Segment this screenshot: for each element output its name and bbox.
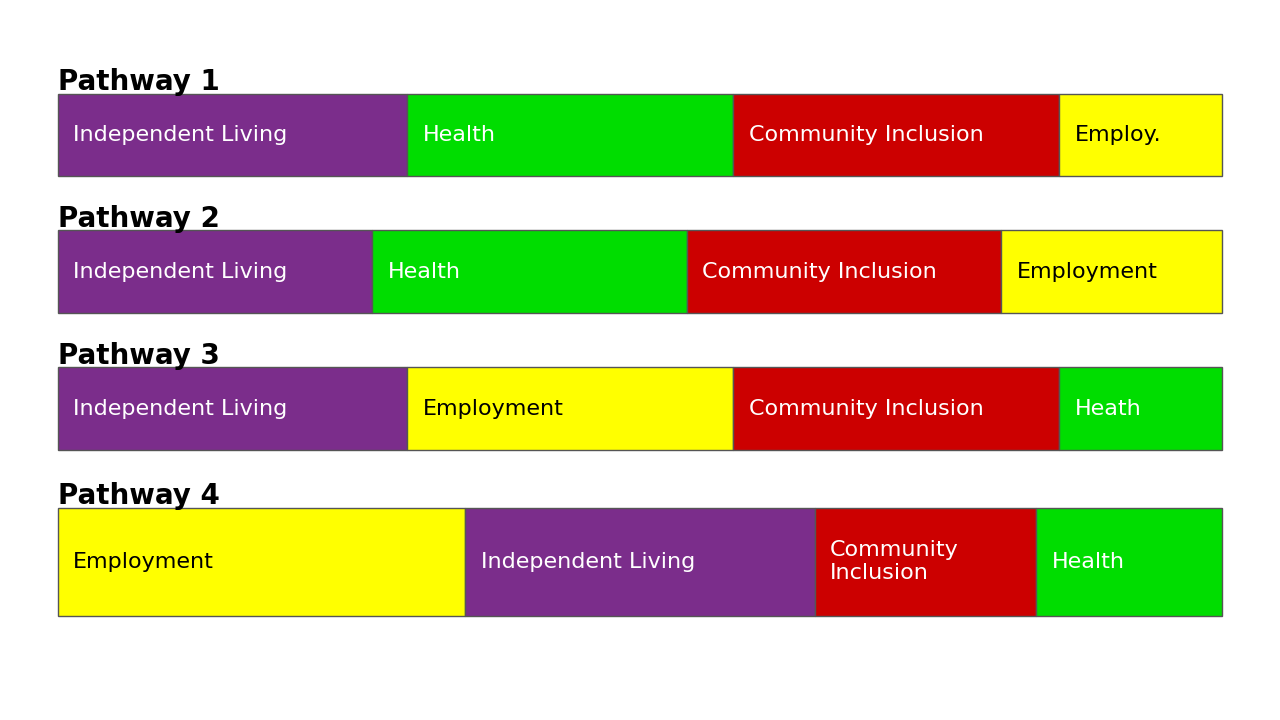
Text: Independent Living: Independent Living [480, 552, 695, 572]
Bar [465, 508, 814, 616]
Text: Heath: Heath [1075, 399, 1142, 418]
Text: Employment: Employment [422, 399, 563, 418]
Text: Independent Living: Independent Living [73, 399, 287, 418]
Bar [58, 230, 372, 313]
Bar [1060, 367, 1222, 450]
Text: Health: Health [1051, 552, 1124, 572]
Text: Pathway 3: Pathway 3 [58, 342, 219, 370]
Bar [1036, 508, 1222, 616]
Text: Community
Inclusion: Community Inclusion [829, 540, 959, 583]
Bar [1001, 230, 1222, 313]
Bar [1060, 94, 1222, 176]
Text: Pathway 4: Pathway 4 [58, 482, 219, 510]
Bar [58, 94, 407, 176]
Bar [58, 508, 466, 616]
Text: Community Inclusion: Community Inclusion [749, 399, 983, 418]
Text: Employment: Employment [73, 552, 214, 572]
Text: Pathway 1: Pathway 1 [58, 68, 219, 96]
Bar [407, 94, 733, 176]
Bar [733, 367, 1060, 450]
Text: Employment: Employment [1016, 262, 1157, 282]
Bar [686, 230, 1001, 313]
Bar [372, 230, 686, 313]
Bar [814, 508, 1036, 616]
Text: Independent Living: Independent Living [73, 125, 287, 145]
Text: Health: Health [422, 125, 495, 145]
Text: Community Inclusion: Community Inclusion [749, 125, 983, 145]
Bar [407, 367, 733, 450]
Text: Health: Health [388, 262, 461, 282]
Bar [733, 94, 1060, 176]
Text: Community Inclusion: Community Inclusion [701, 262, 937, 282]
Text: Independent Living: Independent Living [73, 262, 287, 282]
Text: Pathway 2: Pathway 2 [58, 205, 219, 233]
Bar [58, 367, 407, 450]
Text: Employ.: Employ. [1075, 125, 1161, 145]
